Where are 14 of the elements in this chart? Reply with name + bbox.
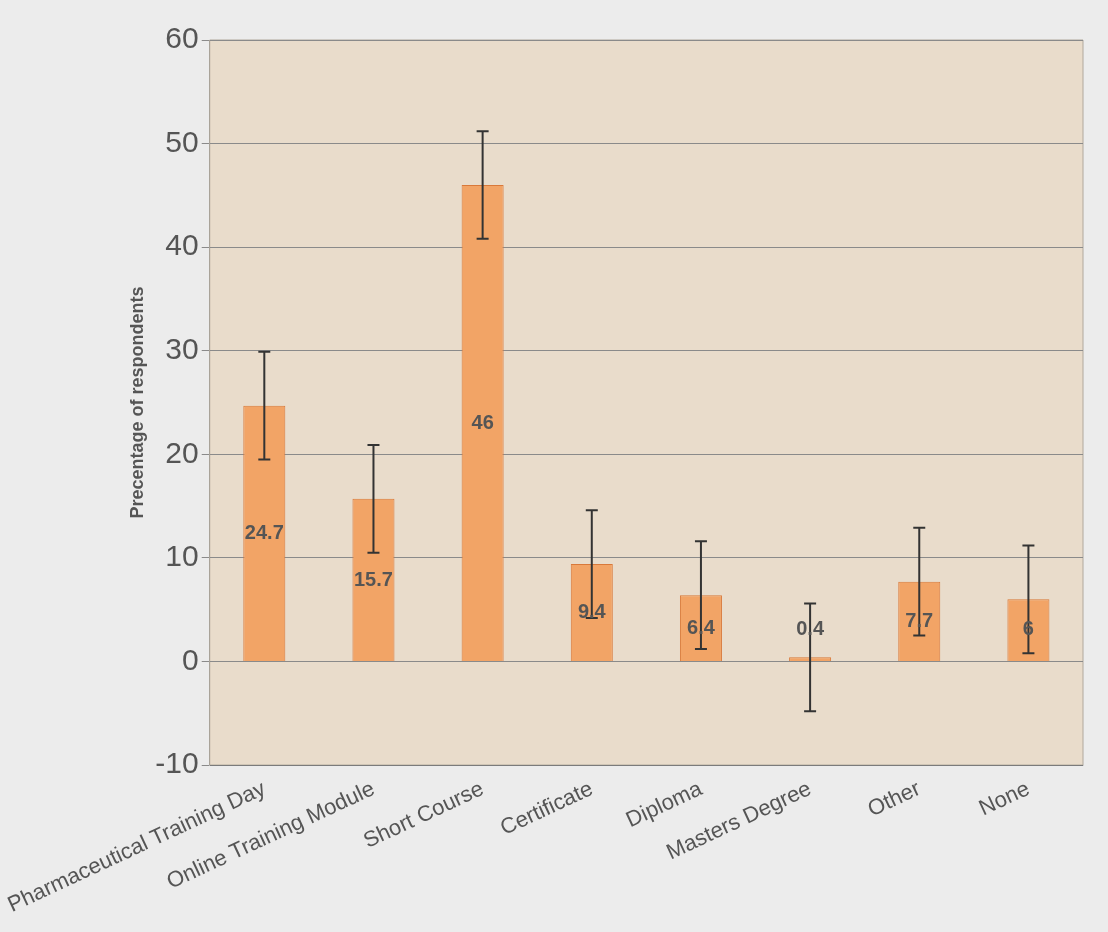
data-label: 24.7 xyxy=(244,521,284,544)
y-tick-label: 30 xyxy=(165,332,199,365)
y-tick-label: 60 xyxy=(165,21,199,55)
x-tick-label: None xyxy=(974,775,1034,821)
data-label: 15.7 xyxy=(354,567,393,590)
y-tick-label: 20 xyxy=(165,435,199,469)
y-tick-label: 10 xyxy=(165,539,199,573)
y-tick-label: 50 xyxy=(165,124,199,158)
y-tick-label: 40 xyxy=(165,228,199,262)
y-axis-title: Precentage of respondents xyxy=(126,286,147,519)
y-tick-label: 0 xyxy=(182,642,199,676)
y-tick-label: -10 xyxy=(155,746,199,780)
data-label: 46 xyxy=(471,410,494,433)
x-tick-label: Other xyxy=(863,775,924,822)
